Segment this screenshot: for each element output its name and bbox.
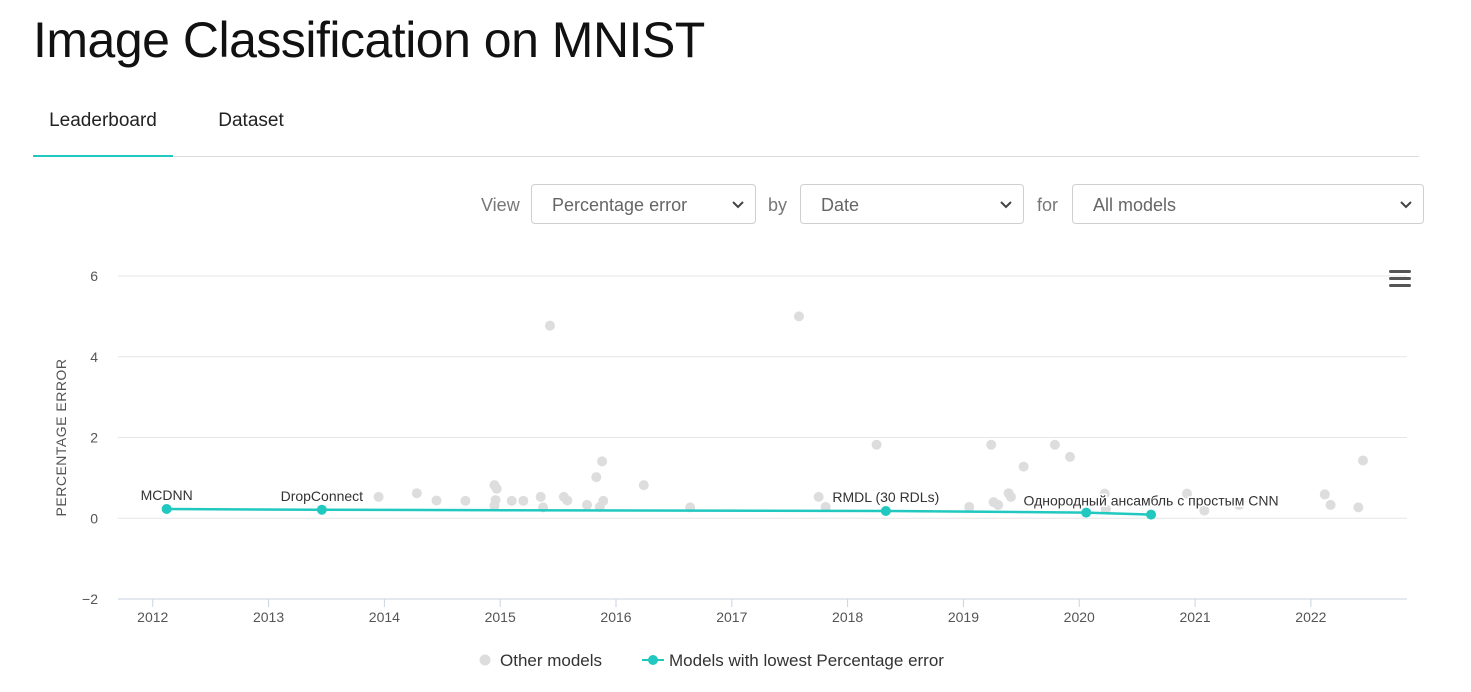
other-model-point [1049, 439, 1060, 450]
other-model-point [793, 311, 804, 322]
best-model-line [166, 507, 1152, 516]
other-model-point [1325, 499, 1336, 510]
chevron-down-icon [732, 201, 744, 209]
other-model-point [535, 491, 546, 502]
by-label: by [768, 195, 788, 215]
other-model-point [1100, 504, 1111, 515]
x-tick-label: 2016 [600, 609, 631, 625]
x-tick-label: 2012 [137, 609, 168, 625]
x-tick-label: 2017 [716, 609, 747, 625]
by-select[interactable]: Date [800, 184, 1024, 224]
y-tick-label: 4 [90, 349, 98, 365]
other-model-point [993, 499, 1004, 510]
y-tick-label: −2 [82, 591, 98, 607]
other-model-point [986, 439, 997, 450]
view-select-value: Percentage error [552, 195, 688, 215]
tab-dataset[interactable]: Dataset [218, 110, 284, 131]
tab-leaderboard[interactable]: Leaderboard [33, 104, 173, 157]
other-model-point [411, 488, 422, 499]
best-model-label: DropConnect [281, 488, 364, 504]
other-model-point [506, 495, 517, 506]
legend-item-other-models[interactable]: Other models [478, 648, 602, 674]
legend-label-other: Other models [500, 651, 603, 670]
x-tick-label: 2019 [948, 609, 979, 625]
other-model-point [871, 439, 882, 450]
other-model-point [820, 501, 831, 512]
other-model-point [460, 495, 471, 506]
other-model-point [638, 480, 649, 491]
other-model-point [1064, 451, 1075, 462]
best-model-label: RMDL (30 RDLs) [832, 489, 939, 505]
y-axis-title: PERCENTAGE ERROR [53, 359, 69, 517]
other-model-point [1018, 461, 1029, 472]
view-label: View [481, 195, 520, 215]
for-select-value: All models [1093, 195, 1177, 215]
y-tick-label: 0 [90, 510, 98, 526]
x-tick-label: 2015 [485, 609, 516, 625]
other-model-point [544, 320, 555, 331]
other-model-point [582, 499, 593, 510]
other-model-point [491, 483, 502, 494]
other-model-point [373, 491, 384, 502]
other-model-point [591, 472, 602, 483]
best-model-label: MCDNN [141, 487, 193, 503]
view-select[interactable]: Percentage error [531, 184, 756, 224]
tab-bar: Leaderboard Dataset [33, 104, 1419, 157]
chevron-down-icon [1400, 201, 1412, 209]
for-select[interactable]: All models [1072, 184, 1424, 224]
other-model-point [1234, 499, 1245, 510]
other-model-point [518, 495, 529, 506]
y-tick-label: 2 [90, 430, 98, 446]
x-tick-label: 2021 [1179, 609, 1210, 625]
other-model-point [1099, 488, 1110, 499]
by-select-value: Date [821, 195, 860, 215]
y-tick-label: 6 [90, 268, 98, 284]
legend-label-lowest: Models with lowest Percentage error [669, 651, 944, 670]
other-model-point [1005, 491, 1016, 502]
other-model-point [1353, 502, 1364, 513]
x-tick-label: 2018 [832, 609, 863, 625]
for-label: for [1037, 195, 1059, 215]
page-title: Image Classification on MNIST [33, 12, 705, 68]
best-model-point [1081, 507, 1092, 518]
chart-menu-icon[interactable] [1388, 268, 1412, 290]
x-tick-label: 2013 [253, 609, 284, 625]
other-model-point [489, 500, 500, 511]
best-model-point [161, 503, 172, 514]
legend-item-lowest-models[interactable]: Models with lowest Percentage error [641, 648, 944, 674]
chevron-down-icon [1000, 201, 1012, 209]
best-model-label: Однородный ансамбль с простым CNN [1024, 493, 1279, 509]
best-model-point [880, 505, 891, 516]
x-tick-label: 2022 [1295, 609, 1326, 625]
legend-marker-other-icon [479, 654, 491, 666]
other-model-point [597, 456, 608, 467]
best-model-point [316, 504, 327, 515]
other-model-point [431, 495, 442, 506]
other-model-point [1357, 455, 1368, 466]
other-model-point [1319, 489, 1330, 500]
other-model-point [1181, 488, 1192, 499]
other-model-point [598, 495, 609, 506]
other-model-point [1199, 505, 1210, 516]
x-tick-label: 2020 [1064, 609, 1095, 625]
other-model-point [964, 501, 975, 512]
other-model-point [562, 495, 573, 506]
legend-marker-lowest-icon [642, 655, 664, 665]
x-tick-label: 2014 [369, 609, 400, 625]
best-model-point [1146, 509, 1157, 520]
other-model-point [813, 491, 824, 502]
